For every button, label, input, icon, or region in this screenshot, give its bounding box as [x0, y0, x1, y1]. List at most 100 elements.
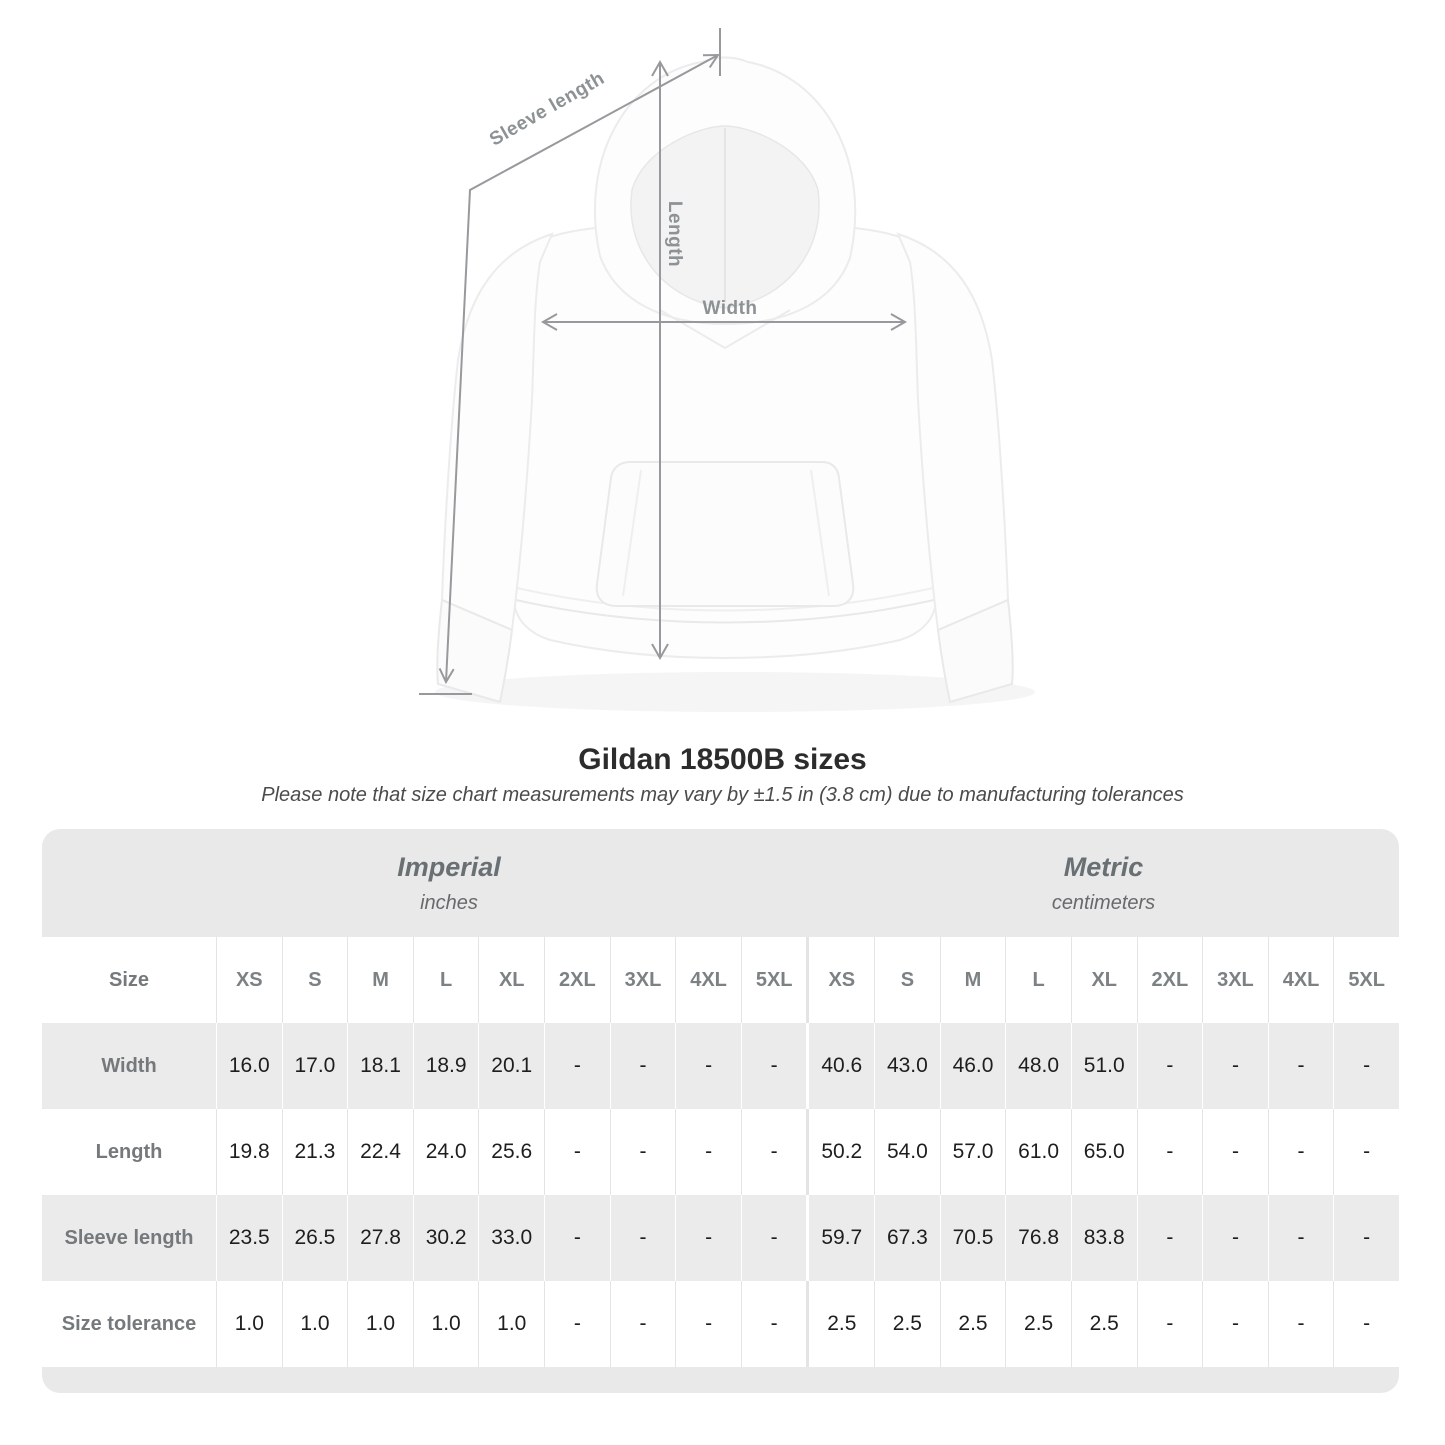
value-cell: - [611, 1281, 677, 1367]
value-cell: - [1363, 1226, 1371, 1249]
width-arrowhead-left [540, 313, 558, 331]
value-cell: 70.5 [941, 1195, 1007, 1281]
value-cell: - [1363, 1312, 1371, 1335]
value-cell: - [545, 1023, 611, 1109]
table-row: Length 19.8 21.3 22.4 24.0 25.6- - - -50.2 54.0 57… [42, 1109, 1399, 1195]
value-cell: - [1269, 1195, 1335, 1281]
value-cell: 1.0 [414, 1281, 480, 1367]
value-cell: 1.0 [348, 1281, 414, 1367]
value-cell: - [1203, 1281, 1269, 1367]
row-label: Width [42, 1023, 217, 1109]
metric-title: Metric [1063, 851, 1144, 882]
size-chart-table: Imperial inches Metric centimeters Size X… [42, 829, 1399, 1393]
value-cell: 1.0 [283, 1281, 349, 1367]
size-table-grid: Size XS S M L XL 2XL 3XL 4XL 5XL XS S M L XL 2XL 3XL 4XL 5… [42, 937, 1399, 1367]
value-cell: - [1138, 1023, 1204, 1109]
value-cell: 18.1 [348, 1023, 414, 1109]
value-cell: 19.8 [217, 1109, 283, 1195]
size-header-cell: 5XL [1348, 968, 1385, 991]
sleeve-length-dimension [419, 28, 721, 695]
value-cell: 59.7 [807, 1195, 876, 1281]
row-label: Sleeve length [42, 1195, 217, 1281]
value-cell: 2.5 [1006, 1281, 1072, 1367]
value-cell: - [742, 1109, 808, 1195]
value-cell: 61.0 [1006, 1109, 1072, 1195]
sleeve-arrowhead-bottom [438, 667, 455, 685]
value-cell: 27.8 [348, 1195, 414, 1281]
width-arrowhead-right [890, 313, 908, 331]
value-cell: 50.2 [807, 1109, 876, 1195]
size-header-cell: 2XL [1138, 937, 1204, 1023]
value-cell: - [1203, 1109, 1269, 1195]
value-cell: - [676, 1281, 742, 1367]
table-row: Size tolerance 1.0 1.0 1.0 1.0 1.0- - - -2.5 2.5 2… [42, 1281, 1399, 1367]
size-header-cell: S [283, 937, 349, 1023]
value-cell: - [611, 1195, 677, 1281]
imperial-header: Imperial inches [42, 829, 808, 937]
value-cell: - [742, 1195, 808, 1281]
value-cell: - [1269, 1023, 1335, 1109]
value-cell: 24.0 [414, 1109, 480, 1195]
size-header-cell: M [941, 937, 1007, 1023]
value-cell: 57.0 [941, 1109, 1007, 1195]
value-cell: - [1269, 1281, 1335, 1367]
value-cell: 1.0 [479, 1281, 546, 1367]
size-header-cell: XL [479, 937, 546, 1023]
value-cell: 51.0 [1072, 1023, 1138, 1109]
value-cell: 1.0 [217, 1281, 283, 1367]
value-cell: 54.0 [875, 1109, 941, 1195]
size-header-cell: 4XL [676, 937, 742, 1023]
value-cell: 48.0 [1006, 1023, 1072, 1109]
hoodie-measurement-diagram: Sleeve length Length Width [419, 28, 1035, 712]
sleeve-length-line [445, 54, 719, 683]
length-dimension [651, 59, 669, 661]
value-cell: 65.0 [1072, 1109, 1138, 1195]
length-arrowhead-bottom [651, 643, 669, 661]
value-cell: 2.5 [1072, 1281, 1138, 1367]
title-block: Gildan 18500B sizes Please note that siz… [0, 742, 1445, 807]
size-column-header: Size [42, 937, 217, 1023]
value-cell: - [545, 1109, 611, 1195]
sleeve-length-label: Sleeve length [486, 68, 608, 151]
value-cell: 67.3 [875, 1195, 941, 1281]
metric-unit: centimeters [1051, 891, 1156, 914]
length-label: Length [664, 201, 685, 267]
size-header-cell: XL [1072, 937, 1138, 1023]
value-cell: 23.5 [217, 1195, 283, 1281]
size-header-cell: 5XL [742, 937, 808, 1023]
value-cell: 17.0 [283, 1023, 349, 1109]
length-arrowhead-top [651, 59, 669, 77]
value-cell: - [1269, 1109, 1335, 1195]
size-header-cell: 3XL [1203, 937, 1269, 1023]
page-title: Gildan 18500B sizes [578, 743, 867, 776]
value-cell: - [611, 1109, 677, 1195]
value-cell: 20.1 [479, 1023, 546, 1109]
value-cell: 43.0 [875, 1023, 941, 1109]
size-header-cell: 4XL [1269, 937, 1335, 1023]
tolerance-note: Please note that size chart measurements… [261, 784, 1184, 806]
size-header-cell: 3XL [611, 937, 677, 1023]
value-cell: 33.0 [479, 1195, 546, 1281]
hoodie-image [435, 56, 1035, 712]
size-header-cell: M [348, 937, 414, 1023]
width-label: Width [702, 298, 757, 319]
value-cell: 40.6 [807, 1023, 876, 1109]
value-cell: 25.6 [479, 1109, 546, 1195]
size-header-cell: 2XL [545, 937, 611, 1023]
value-cell: 22.4 [348, 1109, 414, 1195]
value-cell: - [1138, 1281, 1204, 1367]
value-cell: 16.0 [217, 1023, 283, 1109]
table-footer-band [42, 1367, 1399, 1393]
value-cell: - [545, 1281, 611, 1367]
value-cell: - [1203, 1195, 1269, 1281]
value-cell: 2.5 [807, 1281, 876, 1367]
row-label: Length [42, 1109, 217, 1195]
table-row: Sleeve length 23.5 26.5 27.8 30.2 33.0- - - -59.… [42, 1195, 1399, 1281]
value-cell: 2.5 [875, 1281, 941, 1367]
imperial-title: Imperial [397, 851, 501, 882]
value-cell: 2.5 [941, 1281, 1007, 1367]
value-cell: 46.0 [941, 1023, 1007, 1109]
value-cell: - [545, 1195, 611, 1281]
value-cell: - [1138, 1109, 1204, 1195]
table-row: Width 16.0 17.0 18.1 18.9 20.1- - - -40.6 43.0 46.… [42, 1023, 1399, 1109]
